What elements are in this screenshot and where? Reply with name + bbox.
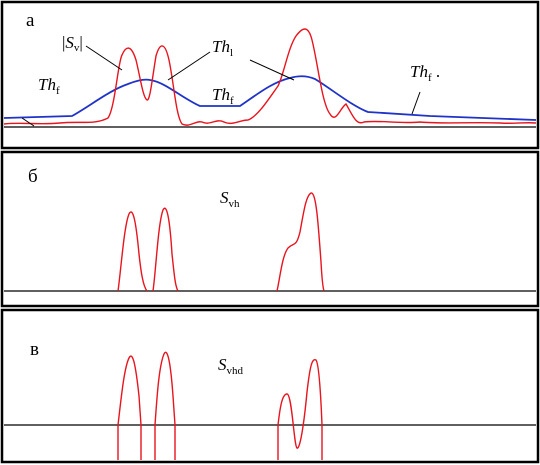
- thf-left-leader-line: [21, 117, 35, 127]
- svh-label: Svh: [220, 188, 240, 210]
- thf-right-leader-line: [411, 91, 421, 115]
- svhd-label: Svhd: [218, 355, 244, 377]
- panel-c-frame: [0, 308, 540, 464]
- thl-leader-line-left: [167, 51, 211, 81]
- thf-left-label: Thf: [38, 75, 60, 97]
- panel-b-svh-curve: [117, 192, 325, 292]
- panel-c-svhd-curve: [117, 351, 323, 460]
- panel-b-frame: [0, 150, 540, 308]
- thl-label: Thl: [212, 37, 233, 59]
- thl-leader-line-right: [249, 59, 295, 81]
- sv-label: |Sv|: [62, 33, 83, 54]
- panel-a-threshold-curve: [3, 75, 537, 121]
- thf-right-label: Thf .: [410, 62, 440, 84]
- panel-a-frame: [0, 0, 540, 150]
- panel-a-letter: а: [26, 10, 35, 31]
- panel-c-letter: в: [30, 339, 39, 360]
- panel-a-signal-curve: [3, 28, 537, 126]
- sv-leader-line: [85, 45, 123, 71]
- thf-mid-label: Thf: [212, 85, 234, 107]
- panel-b-letter: б: [28, 166, 38, 187]
